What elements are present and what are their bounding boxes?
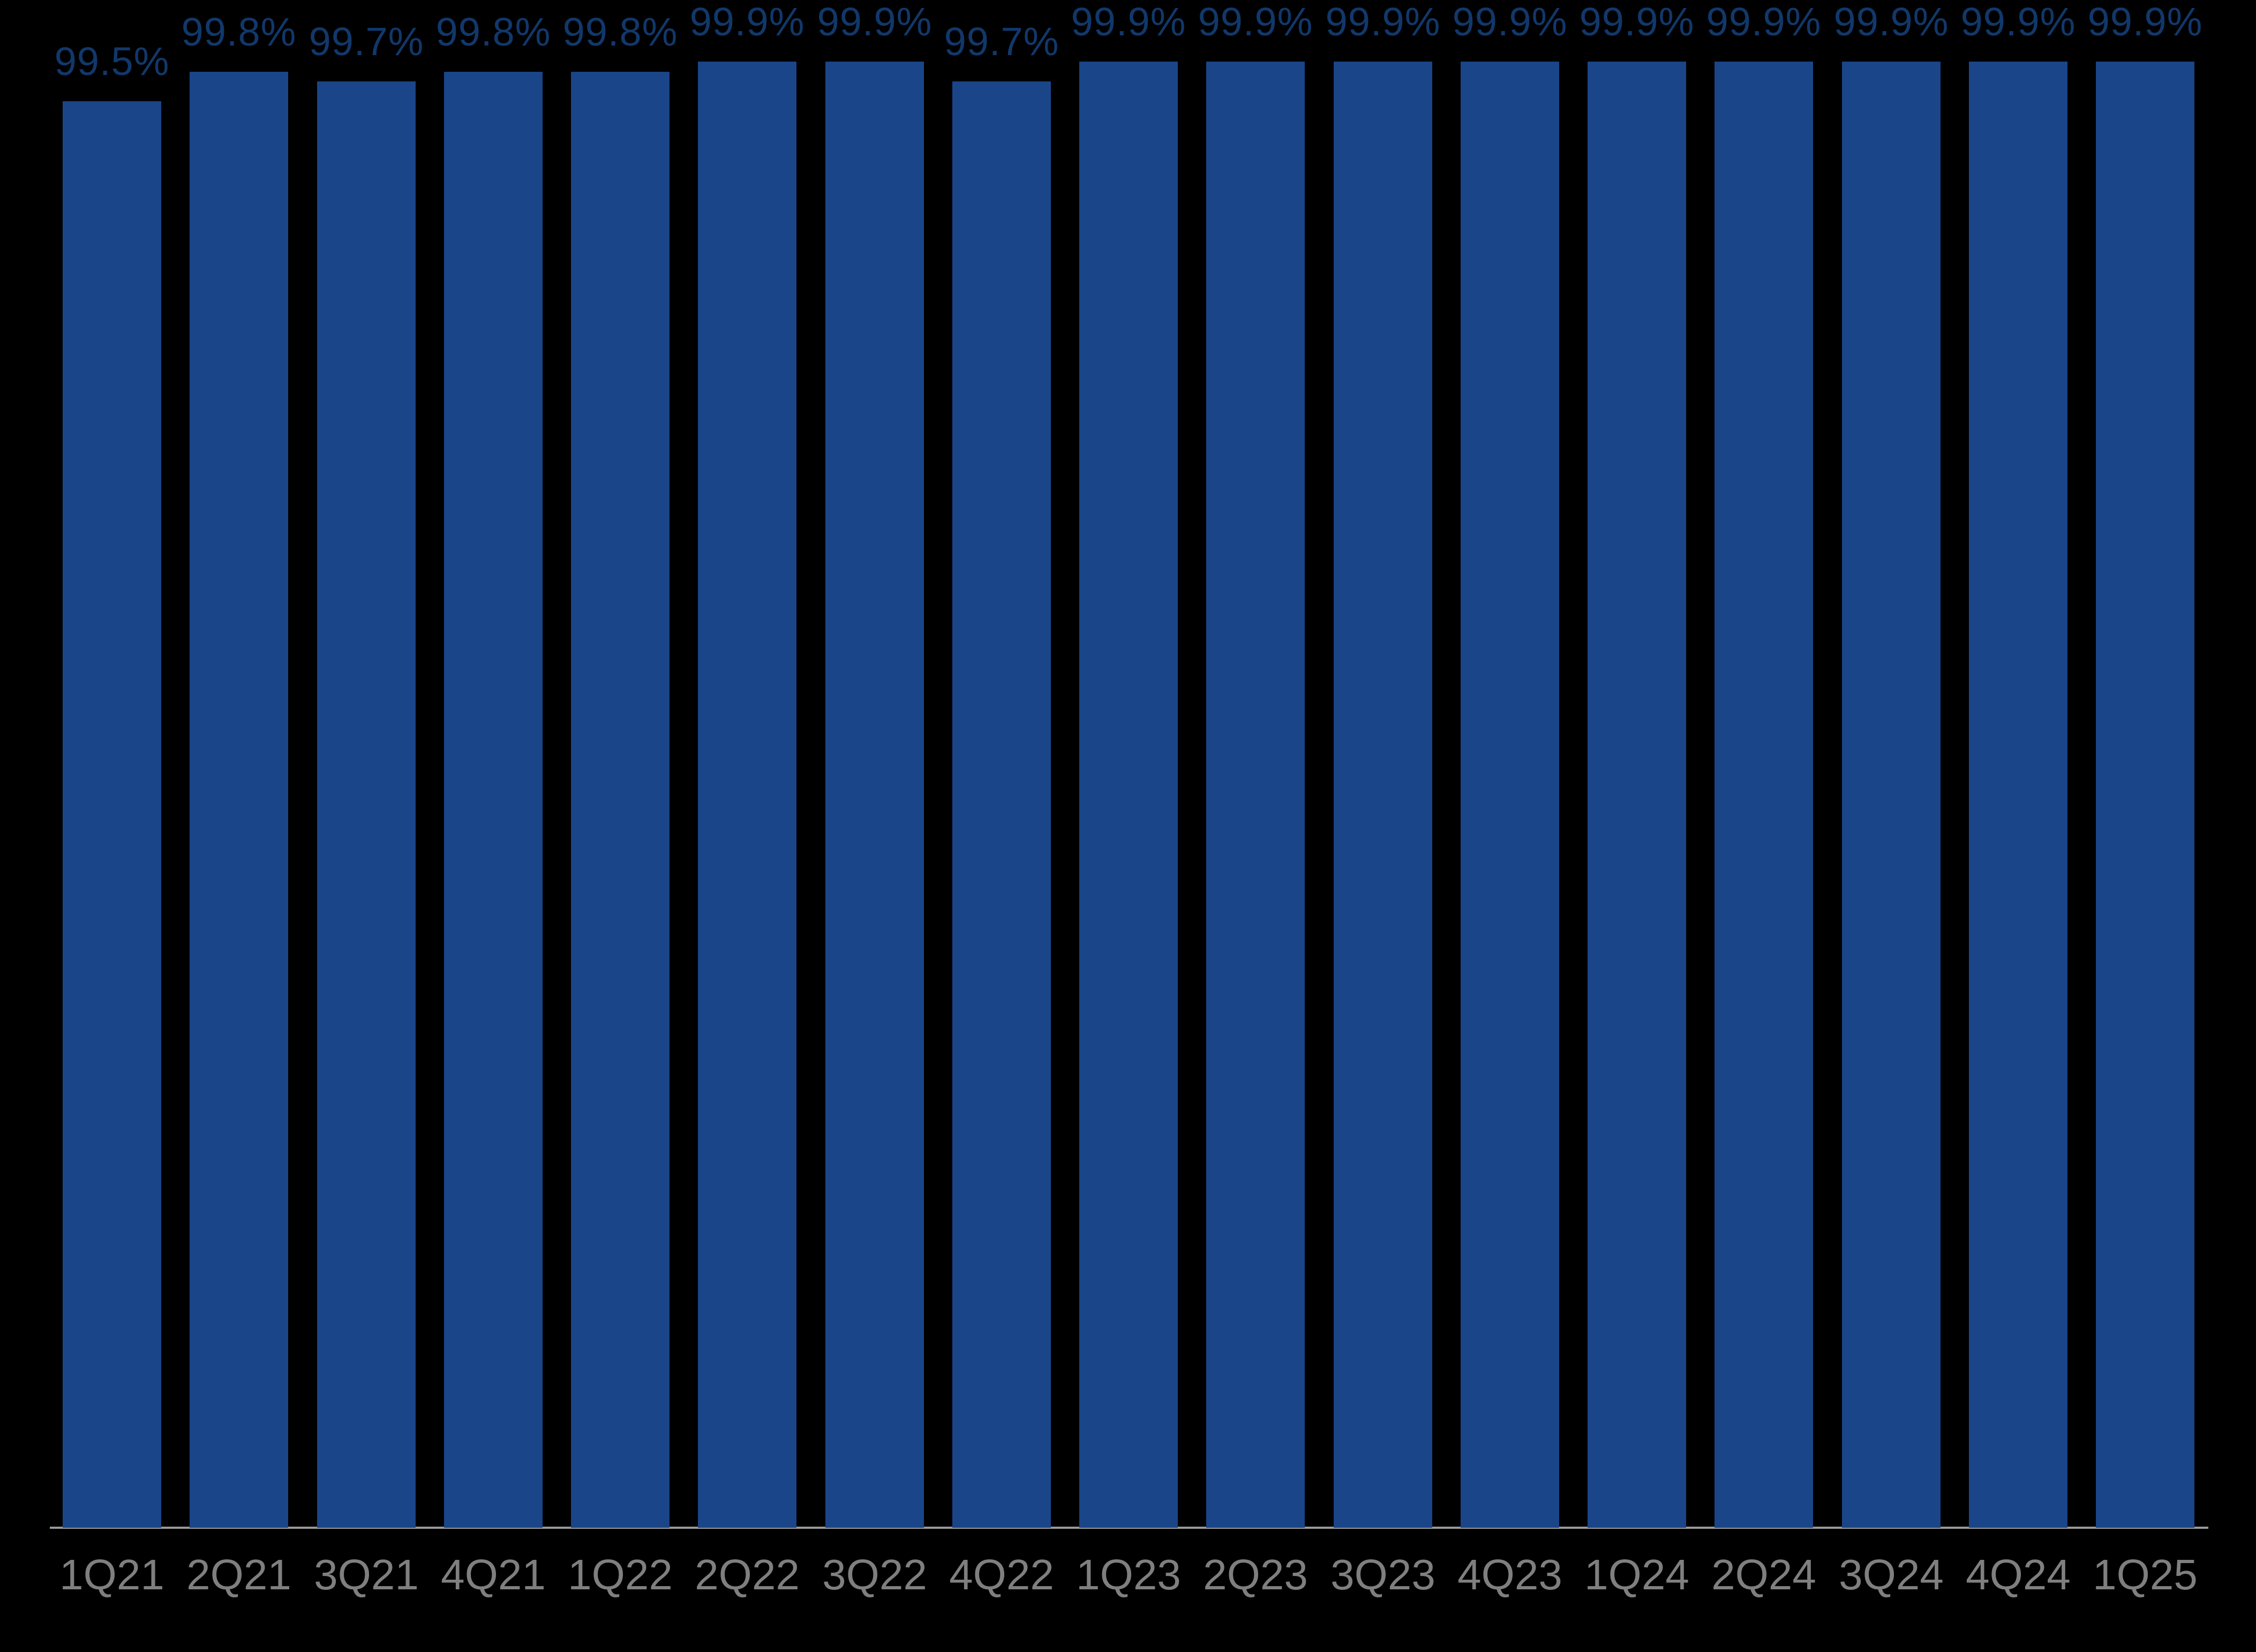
bar-value-label-4Q23: 99.9% [1452,0,1568,44]
bar-value-label-4Q21: 99.8% [435,10,551,54]
bar-3Q22 [825,62,924,1528]
x-tick-label-1Q22: 1Q22 [568,1551,673,1598]
bar-value-label-2Q24: 99.9% [1706,0,1822,44]
x-tick-label-4Q21: 4Q21 [441,1551,546,1598]
x-tick-label-3Q23: 3Q23 [1330,1551,1435,1598]
bar-2Q21 [190,72,288,1528]
bar-3Q24 [1842,62,1941,1528]
x-tick-label-3Q24: 3Q24 [1839,1551,1944,1598]
x-tick-label-4Q22: 4Q22 [949,1551,1054,1598]
bar-2Q24 [1714,62,1813,1528]
bar-1Q22 [571,72,670,1528]
x-tick-label-1Q24: 1Q24 [1584,1551,1689,1598]
bar-value-label-3Q24: 99.9% [1833,0,1949,44]
x-tick-label-3Q22: 3Q22 [822,1551,927,1598]
bar-value-label-3Q23: 99.9% [1325,0,1441,44]
bar-1Q23 [1079,62,1178,1528]
bar-value-label-2Q22: 99.9% [689,0,805,44]
bar-value-label-3Q22: 99.9% [817,0,933,44]
bar-4Q24 [1969,62,2067,1528]
bar-3Q23 [1334,62,1432,1528]
bar-2Q22 [698,62,796,1528]
x-tick-label-4Q24: 4Q24 [1966,1551,2071,1598]
x-tick-label-2Q23: 2Q23 [1203,1551,1308,1598]
bar-value-label-1Q25: 99.9% [2087,0,2203,44]
bar-value-label-2Q21: 99.8% [181,10,297,54]
bar-1Q25 [2096,62,2194,1528]
x-tick-label-1Q21: 1Q21 [59,1551,164,1598]
x-tick-label-2Q22: 2Q22 [695,1551,800,1598]
bar-value-label-1Q23: 99.9% [1071,0,1186,44]
bar-value-label-3Q21: 99.7% [309,19,424,64]
x-tick-label-2Q24: 2Q24 [1711,1551,1816,1598]
x-tick-label-1Q23: 1Q23 [1076,1551,1181,1598]
bar-value-label-1Q24: 99.9% [1579,0,1695,44]
bar-3Q21 [317,81,416,1528]
bar-1Q24 [1588,62,1686,1528]
bar-value-label-2Q23: 99.9% [1198,0,1313,44]
x-tick-label-3Q21: 3Q21 [314,1551,419,1598]
bar-value-label-4Q22: 99.7% [944,19,1059,64]
bar-value-label-1Q22: 99.8% [562,10,678,54]
bar-value-label-1Q21: 99.5% [54,39,170,84]
bar-4Q22 [952,81,1051,1528]
bar-4Q23 [1461,62,1559,1528]
x-tick-label-1Q25: 1Q25 [2093,1551,2198,1598]
x-tick-label-2Q21: 2Q21 [186,1551,291,1598]
bar-4Q21 [444,72,543,1528]
bar-value-label-4Q24: 99.9% [1960,0,2076,44]
bar-2Q23 [1206,62,1305,1528]
x-axis-line [50,1527,2208,1529]
x-tick-label-4Q23: 4Q23 [1457,1551,1562,1598]
bar-1Q21 [63,101,161,1528]
